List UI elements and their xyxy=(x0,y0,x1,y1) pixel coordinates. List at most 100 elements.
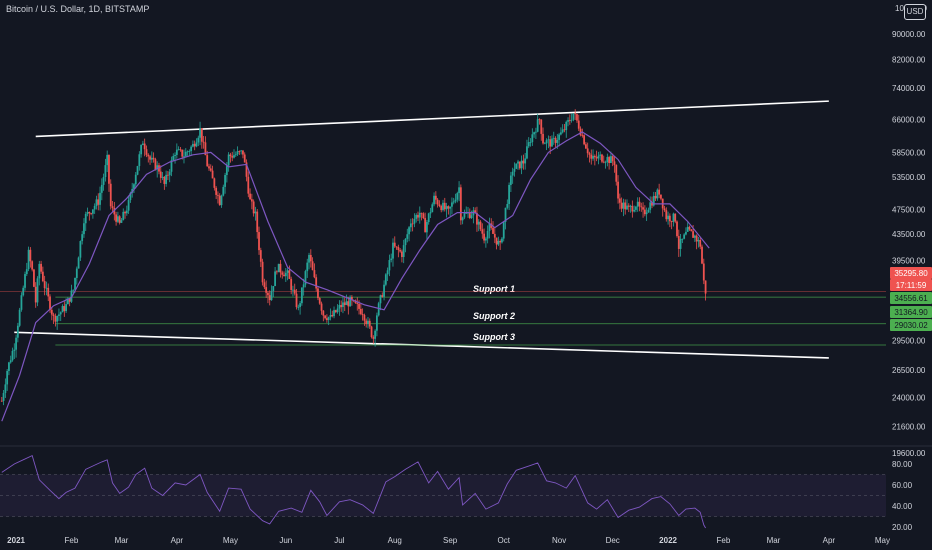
candle-body xyxy=(315,277,318,289)
candle-body xyxy=(0,400,3,402)
candle-body xyxy=(622,202,625,209)
candle-body xyxy=(422,213,425,219)
candle-body xyxy=(511,171,514,176)
candle-body xyxy=(479,221,482,230)
candle-body xyxy=(427,213,430,223)
candle-body xyxy=(29,249,32,262)
candle-body xyxy=(615,164,618,182)
candle-body xyxy=(152,157,155,160)
candle-body xyxy=(568,120,571,121)
candle-body xyxy=(493,233,496,238)
candle-body xyxy=(688,226,691,230)
candle-body xyxy=(224,175,226,187)
candle-body xyxy=(686,226,689,232)
candle-body xyxy=(138,154,141,167)
candle-body xyxy=(154,159,157,170)
candle-body xyxy=(116,216,119,222)
price-tick-label: 43500.00 xyxy=(892,230,926,239)
candle-body xyxy=(222,186,225,196)
candle-body xyxy=(579,128,582,136)
candle-body xyxy=(574,113,577,115)
candle-body xyxy=(570,119,573,121)
support-badge-2: 31364.90 xyxy=(894,308,928,317)
candle-body xyxy=(626,205,628,210)
candle-body xyxy=(470,215,473,219)
candle-body xyxy=(249,193,251,200)
candle-body xyxy=(33,269,35,287)
candle-body xyxy=(161,176,164,178)
candle-body xyxy=(583,135,586,145)
countdown-badge-bg xyxy=(890,279,932,291)
time-tick-label: 2022 xyxy=(659,536,677,545)
candle-body xyxy=(454,199,457,202)
candle-body xyxy=(499,241,502,243)
candle-body xyxy=(526,146,528,159)
candle-body xyxy=(340,304,343,308)
candle-body xyxy=(497,241,500,245)
candle-body xyxy=(426,222,428,233)
candle-body xyxy=(90,213,93,215)
candle-body xyxy=(415,214,418,219)
candle-body xyxy=(136,166,139,175)
candle-body xyxy=(668,215,671,222)
candle-body xyxy=(513,168,516,172)
candle-body xyxy=(45,287,48,289)
candle-body xyxy=(177,149,180,151)
candle-body xyxy=(484,238,487,241)
candle-body xyxy=(542,133,544,144)
candle-body xyxy=(306,262,309,272)
candle-body xyxy=(402,245,405,257)
candle-body xyxy=(417,214,419,218)
candle-body xyxy=(320,303,323,311)
candle-body xyxy=(268,295,271,301)
candle-body xyxy=(20,295,23,310)
candle-body xyxy=(643,209,646,215)
candle-body xyxy=(204,142,207,156)
candle-body xyxy=(631,205,634,212)
candle-body xyxy=(258,232,260,251)
candle-body xyxy=(41,271,44,282)
candle-body xyxy=(167,174,169,176)
candle-body xyxy=(350,296,353,301)
candle-body xyxy=(56,315,59,322)
candle-body xyxy=(397,247,400,251)
candle-body xyxy=(368,320,371,327)
candle-body xyxy=(617,181,619,199)
last-price-badge: 35295.80 xyxy=(894,269,928,278)
candle-body xyxy=(559,132,562,135)
candle-body xyxy=(540,119,543,134)
candle-body xyxy=(74,277,76,290)
candle-body xyxy=(168,171,171,176)
candle-body xyxy=(300,287,303,304)
candle-body xyxy=(449,206,452,209)
candle-body xyxy=(690,229,693,232)
candle-body xyxy=(654,195,657,199)
candle-body xyxy=(83,223,85,235)
moving-average-line xyxy=(1,131,710,422)
currency-button[interactable]: USD xyxy=(904,4,926,20)
candle-body xyxy=(504,207,507,222)
channel-line-upper[interactable] xyxy=(35,100,829,138)
candle-body xyxy=(393,242,396,247)
support-badge-1: 34556.61 xyxy=(894,294,928,303)
candle-body xyxy=(342,302,344,308)
candle-body xyxy=(250,199,253,202)
candle-body xyxy=(658,189,661,195)
candle-body xyxy=(358,303,360,309)
time-tick-label: May xyxy=(223,536,238,545)
candle-body xyxy=(325,318,328,321)
candle-body xyxy=(122,211,125,221)
candle-body xyxy=(118,216,121,223)
candle-body xyxy=(576,114,578,121)
candle-body xyxy=(68,298,71,302)
candle-body xyxy=(86,212,89,214)
time-tick-label: Apr xyxy=(823,536,836,545)
candle-body xyxy=(120,220,123,223)
candle-body xyxy=(572,113,575,120)
candle-body xyxy=(408,227,410,235)
candle-body xyxy=(543,143,546,145)
candle-body xyxy=(633,209,636,212)
candle-body xyxy=(347,301,350,307)
candle-body xyxy=(374,330,377,339)
